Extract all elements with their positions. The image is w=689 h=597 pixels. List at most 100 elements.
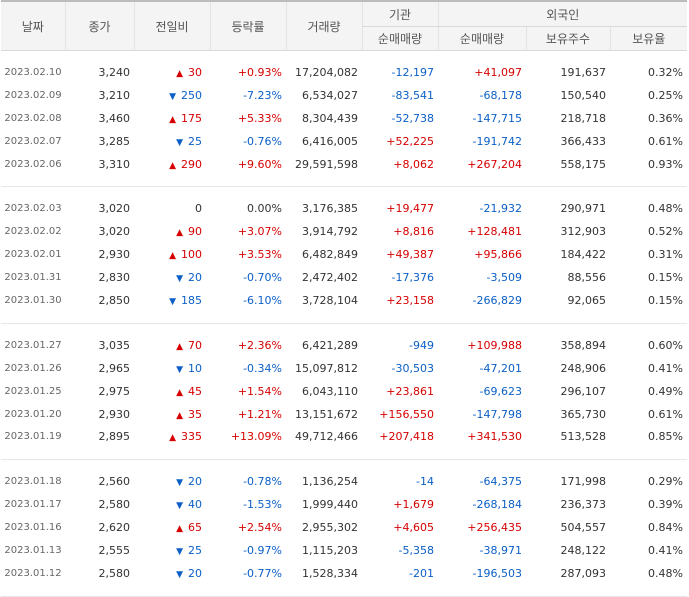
row-diff-value: 185 bbox=[181, 293, 202, 307]
table-row: 2023.01.30 2,850 ▼ 185 -6.10% 3,728,104 +23,15… bbox=[1, 289, 687, 312]
header-foreign-net: 순매매량 bbox=[437, 26, 526, 51]
group-spacer bbox=[1, 51, 687, 62]
row-date: 2023.02.06 bbox=[4, 158, 62, 170]
group-separator bbox=[1, 584, 687, 597]
row-date: 2023.02.08 bbox=[4, 112, 62, 124]
row-rate: +1.54% bbox=[237, 384, 282, 398]
row-diff: 0 bbox=[134, 197, 210, 220]
table-row: 2023.02.02 3,020 ▲ 90 +3.07% 3,914,792 +8,816 +… bbox=[1, 220, 687, 243]
row-volume: 1,115,203 bbox=[302, 543, 358, 557]
row-volume: 6,482,849 bbox=[302, 248, 358, 262]
row-inst-net: -201 bbox=[409, 566, 434, 580]
row-diff: ▲ 35 bbox=[134, 403, 210, 426]
row-close: 2,555 bbox=[98, 543, 131, 557]
row-foreign-holding: 504,557 bbox=[560, 521, 607, 535]
row-foreign-holding: 358,894 bbox=[560, 338, 607, 352]
row-volume: 6,416,005 bbox=[302, 134, 358, 148]
row-foreign-holding: 296,107 bbox=[560, 384, 607, 398]
row-foreign-net: -147,798 bbox=[472, 407, 522, 421]
row-rate: -7.23% bbox=[243, 88, 282, 102]
row-diff: ▼ 20 bbox=[134, 266, 210, 289]
triangle-down-icon: ▼ bbox=[169, 91, 176, 102]
triangle-up-icon: ▲ bbox=[176, 341, 183, 352]
row-volume: 1,528,334 bbox=[302, 566, 358, 580]
row-diff-value: 20 bbox=[188, 271, 202, 285]
table-row: 2023.02.07 3,285 ▼ 25 -0.76% 6,416,005 +52,225… bbox=[1, 130, 687, 153]
row-diff-value: 100 bbox=[181, 248, 202, 262]
row-diff-value: 20 bbox=[188, 475, 202, 489]
group-separator bbox=[1, 448, 687, 461]
row-rate: 0.00% bbox=[247, 202, 282, 216]
row-diff-value: 250 bbox=[181, 88, 202, 102]
header-close: 종가 bbox=[64, 0, 134, 51]
triangle-up-icon: ▲ bbox=[176, 410, 183, 421]
row-rate: +3.53% bbox=[237, 248, 282, 262]
triangle-down-icon: ▼ bbox=[176, 478, 183, 489]
row-foreign-ratio: 0.29% bbox=[648, 475, 683, 489]
group-spacer bbox=[1, 460, 687, 471]
spacer-cell bbox=[1, 460, 687, 471]
row-volume: 1,136,254 bbox=[302, 475, 358, 489]
row-volume: 13,151,672 bbox=[295, 407, 358, 421]
row-inst-net: +8,816 bbox=[393, 225, 434, 239]
row-date: 2023.01.31 bbox=[4, 272, 62, 284]
row-diff-value: 335 bbox=[181, 430, 202, 444]
row-diff-value: 175 bbox=[181, 111, 202, 125]
row-diff-value: 90 bbox=[188, 225, 202, 239]
row-volume: 3,914,792 bbox=[302, 225, 358, 239]
row-inst-net: -52,738 bbox=[391, 111, 434, 125]
row-diff-value: 45 bbox=[188, 384, 202, 398]
row-inst-net: +19,477 bbox=[386, 202, 434, 216]
triangle-down-icon: ▼ bbox=[169, 296, 176, 307]
row-diff: ▲ 30 bbox=[134, 61, 210, 84]
spacer-cell bbox=[1, 323, 687, 334]
row-volume: 6,421,289 bbox=[302, 338, 358, 352]
row-foreign-holding: 184,422 bbox=[560, 248, 607, 262]
row-inst-net: -5,358 bbox=[398, 543, 434, 557]
row-diff-value: 30 bbox=[188, 65, 202, 79]
row-foreign-net: -3,509 bbox=[486, 271, 522, 285]
row-date: 2023.02.02 bbox=[4, 226, 62, 238]
row-close: 2,830 bbox=[98, 271, 131, 285]
row-foreign-holding: 236,373 bbox=[560, 498, 607, 512]
row-rate: +0.93% bbox=[237, 65, 282, 79]
triangle-up-icon: ▲ bbox=[176, 387, 183, 398]
row-foreign-holding: 248,122 bbox=[560, 543, 607, 557]
row-volume: 6,534,027 bbox=[302, 88, 358, 102]
row-inst-net: +8,062 bbox=[393, 157, 434, 171]
table-row: 2023.01.27 3,035 ▲ 70 +2.36% 6,421,289 -949 +10… bbox=[1, 334, 687, 357]
row-foreign-net: +341,530 bbox=[467, 430, 522, 444]
row-foreign-ratio: 0.31% bbox=[648, 248, 683, 262]
row-foreign-holding: 365,730 bbox=[560, 407, 607, 421]
row-foreign-ratio: 0.41% bbox=[648, 543, 683, 557]
table-row: 2023.01.20 2,930 ▲ 35 +1.21% 13,151,672 +156,5… bbox=[1, 403, 687, 426]
row-foreign-ratio: 0.60% bbox=[648, 338, 683, 352]
row-diff: ▲ 45 bbox=[134, 380, 210, 403]
row-inst-net: +4,605 bbox=[393, 521, 434, 535]
row-foreign-ratio: 0.49% bbox=[648, 384, 683, 398]
header-foreign-ratio: 보유율 bbox=[609, 26, 687, 51]
header-institution: 기관 bbox=[361, 0, 438, 27]
row-volume: 3,728,104 bbox=[302, 293, 358, 307]
row-inst-net: -17,376 bbox=[391, 271, 434, 285]
row-inst-net: -949 bbox=[409, 338, 434, 352]
row-diff: ▲ 290 bbox=[134, 153, 210, 176]
row-foreign-holding: 312,903 bbox=[560, 225, 607, 239]
row-foreign-net: -266,829 bbox=[472, 293, 522, 307]
row-diff-value: 35 bbox=[188, 407, 202, 421]
group-separator bbox=[1, 311, 687, 324]
row-foreign-ratio: 0.85% bbox=[648, 430, 683, 444]
row-diff: ▼ 25 bbox=[134, 130, 210, 153]
triangle-down-icon: ▼ bbox=[176, 546, 183, 557]
row-foreign-ratio: 0.25% bbox=[648, 88, 683, 102]
table-row: 2023.01.18 2,560 ▼ 20 -0.78% 1,136,254 -14 -64,… bbox=[1, 470, 687, 493]
row-close: 3,210 bbox=[98, 88, 131, 102]
row-foreign-net: +256,435 bbox=[467, 521, 522, 535]
row-rate: -1.53% bbox=[243, 498, 282, 512]
row-close: 2,580 bbox=[98, 566, 131, 580]
row-volume: 8,304,439 bbox=[302, 111, 358, 125]
row-diff: ▼ 40 bbox=[134, 493, 210, 516]
triangle-up-icon: ▲ bbox=[176, 68, 183, 79]
header-diff: 전일비 bbox=[133, 0, 210, 51]
triangle-up-icon: ▲ bbox=[176, 524, 183, 535]
